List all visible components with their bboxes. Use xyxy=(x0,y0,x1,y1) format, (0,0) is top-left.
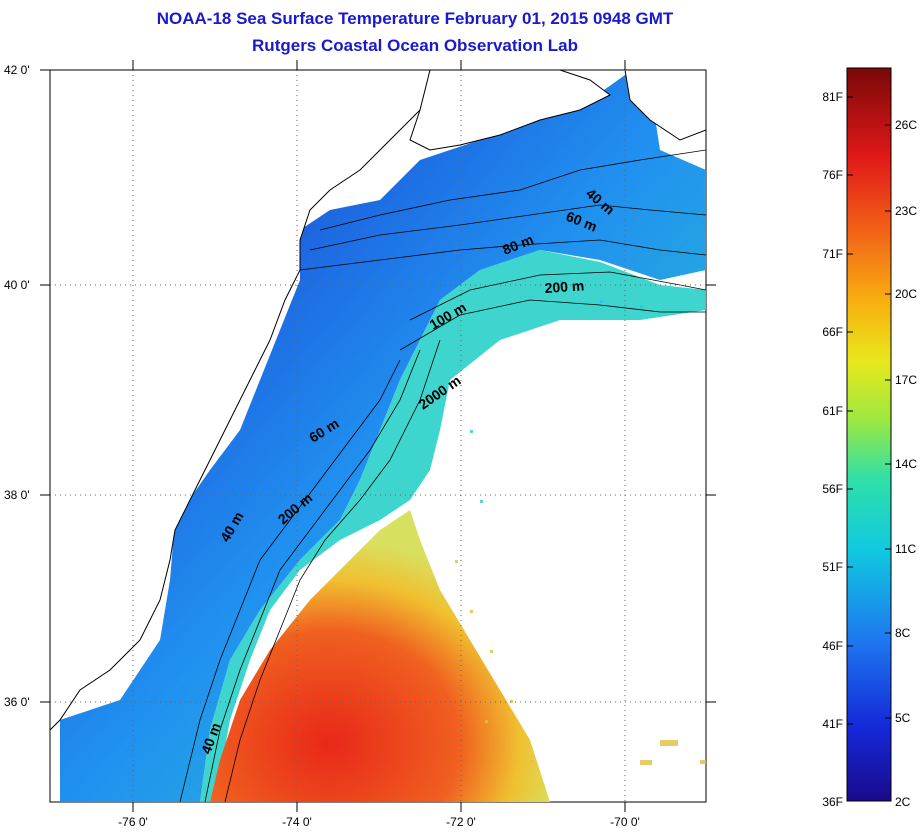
colorbar-c-label: 17C xyxy=(895,373,917,387)
colorbar-c-label: 20C xyxy=(895,287,917,301)
lon-label: -76 0' xyxy=(118,815,148,829)
map-title: NOAA-18 Sea Surface Temperature February… xyxy=(156,9,674,28)
colorbar-f-label: 51F xyxy=(822,560,843,574)
colorbar-c-label: 2C xyxy=(895,795,911,809)
sst-field: 40 m 60 m 80 m 200 m 100 m 2000 m 60 m 2… xyxy=(50,70,706,802)
colorbar-c-label: 11C xyxy=(895,542,916,556)
lon-label: -70 0' xyxy=(610,815,640,829)
lat-label: 36 0' xyxy=(4,695,30,709)
lon-label: -72 0' xyxy=(446,815,476,829)
map-subtitle: Rutgers Coastal Ocean Observation Lab xyxy=(252,36,578,55)
colorbar-c-label: 23C xyxy=(895,204,917,218)
coastline xyxy=(50,70,441,731)
colorbar-f-label: 41F xyxy=(822,717,843,731)
frame-ticks xyxy=(40,60,716,812)
colorbar-f-label: 61F xyxy=(822,404,843,418)
colorbar-f-label: 66F xyxy=(822,325,843,339)
colorbar-f-label: 81F xyxy=(822,90,843,104)
depth-label: 200 m xyxy=(544,277,585,296)
colorbar-f-label: 71F xyxy=(822,247,843,261)
colorbar-c-label: 5C xyxy=(895,711,911,725)
colorbar-f-label: 76F xyxy=(822,168,843,182)
lat-label: 38 0' xyxy=(4,488,30,502)
colorbar-f-label: 56F xyxy=(822,482,843,496)
lat-label: 40 0' xyxy=(4,278,30,292)
color-bar xyxy=(846,67,892,802)
lon-label: -74 0' xyxy=(282,815,312,829)
lat-label: 42 0' xyxy=(4,63,30,77)
colorbar-f-label: 46F xyxy=(822,639,843,653)
colorbar-c-label: 8C xyxy=(895,626,911,640)
colorbar-f-label: 36F xyxy=(822,795,843,809)
graticule xyxy=(50,70,706,802)
colorbar-c-label: 26C xyxy=(895,118,917,132)
colorbar-c-label: 14C xyxy=(895,457,917,471)
bathymetry-contours xyxy=(179,149,706,802)
